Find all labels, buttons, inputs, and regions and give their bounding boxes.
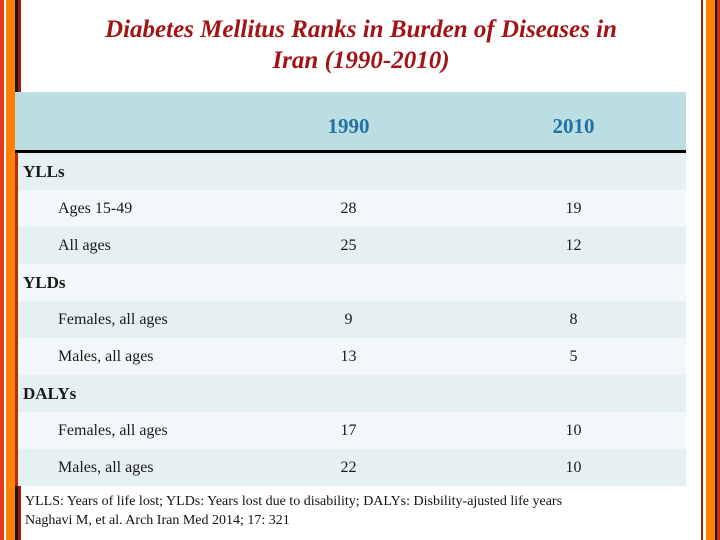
slide-title-line1: Diabetes Mellitus Ranks in Burden of Dis…: [105, 16, 617, 43]
value-2010: 12: [565, 236, 582, 254]
table-row-ylds-females: Females, all ages 9 8: [18, 301, 686, 338]
value-2010: 10: [565, 458, 582, 476]
burden-of-disease-table: 1990 2010 YLLs Ages 15-49 28 19 All ages…: [15, 92, 686, 486]
column-header-2010: 2010: [552, 113, 595, 138]
row-label: Females, all ages: [58, 421, 168, 439]
section-label: YLLs: [23, 161, 65, 181]
section-label: DALYs: [23, 383, 77, 403]
value-1990: 25: [340, 236, 357, 254]
value-2010: 8: [569, 310, 578, 328]
slide-title-line2: Iran (1990-2010): [272, 47, 450, 74]
value-2010: 10: [565, 421, 582, 439]
value-1990: 17: [340, 421, 357, 439]
table-row-dalys-section: DALYs: [18, 375, 686, 412]
right-border-stripes: [701, 0, 720, 540]
footnote: YLLS: Years of life lost; YLDs: Years lo…: [25, 492, 695, 530]
value-1990: 13: [340, 347, 357, 365]
table-row-all-ages: All ages 25 12: [18, 227, 686, 264]
table-body: YLLs Ages 15-49 28 19 All ages 25 12 YLD…: [15, 153, 686, 486]
value-2010: 5: [569, 347, 578, 365]
table-row-dalys-females: Females, all ages 17 10: [18, 412, 686, 449]
value-1990: 28: [340, 199, 357, 217]
column-header-1990: 1990: [327, 113, 370, 138]
section-label: YLDs: [23, 272, 66, 292]
footnote-abbreviations: YLLS: Years of life lost; YLDs: Years lo…: [25, 494, 563, 509]
value-2010: 19: [565, 199, 582, 217]
slide-title: Diabetes Mellitus Ranks in Burden of Dis…: [21, 14, 701, 76]
row-label: Ages 15-49: [58, 199, 133, 217]
row-label: Females, all ages: [58, 310, 168, 328]
row-label: Males, all ages: [58, 347, 154, 365]
footnote-citation: Naghavi M, et al. Arch Iran Med 2014; 17…: [25, 513, 290, 528]
table-header-row: 1990 2010: [15, 92, 686, 153]
value-1990: 22: [340, 458, 357, 476]
table-row-ylds-section: YLDs: [18, 264, 686, 301]
table-row-ylls-section: YLLs: [18, 153, 686, 190]
table-row-ylds-males: Males, all ages 13 5: [18, 338, 686, 375]
row-label: Males, all ages: [58, 458, 154, 476]
value-1990: 9: [344, 310, 353, 328]
table-row-ages-15-49: Ages 15-49 28 19: [18, 190, 686, 227]
row-label: All ages: [58, 236, 111, 254]
table-row-dalys-males: Males, all ages 22 10: [18, 449, 686, 486]
